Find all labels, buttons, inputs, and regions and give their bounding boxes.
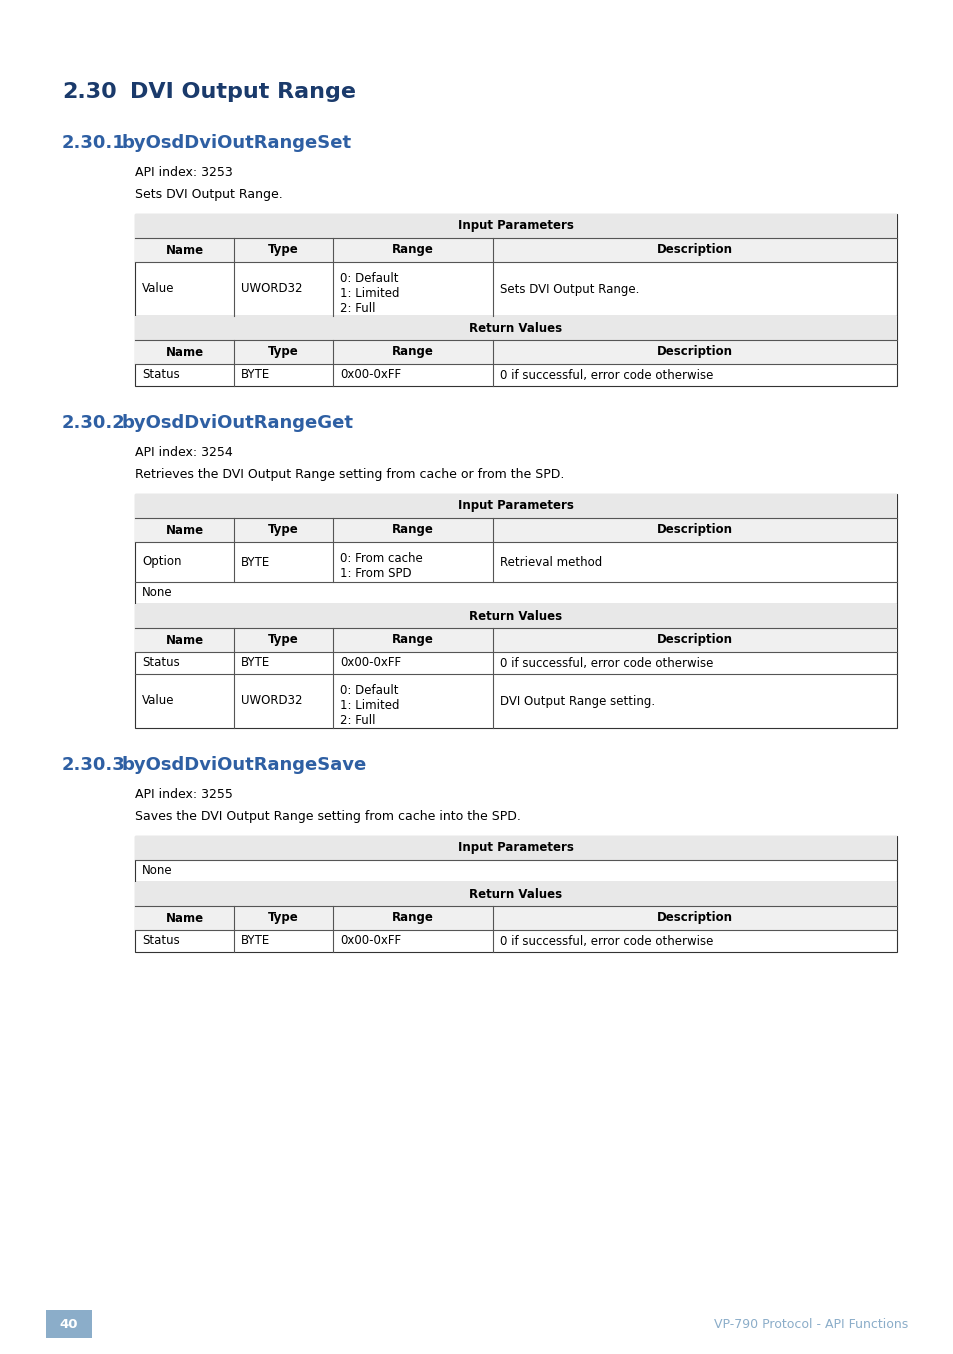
Text: Input Parameters: Input Parameters bbox=[457, 500, 574, 513]
Text: 2.30.3: 2.30.3 bbox=[62, 756, 126, 774]
Text: Type: Type bbox=[268, 345, 298, 359]
Text: API index: 3255: API index: 3255 bbox=[135, 788, 233, 802]
Text: 0 if successful, error code otherwise: 0 if successful, error code otherwise bbox=[499, 657, 713, 669]
Text: 0 if successful, error code otherwise: 0 if successful, error code otherwise bbox=[499, 368, 713, 382]
Text: API index: 3254: API index: 3254 bbox=[135, 445, 233, 459]
Text: Description: Description bbox=[657, 345, 732, 359]
Text: BYTE: BYTE bbox=[241, 657, 270, 669]
Text: Range: Range bbox=[392, 244, 434, 256]
Text: Return Values: Return Values bbox=[469, 887, 562, 900]
Text: Type: Type bbox=[268, 911, 298, 925]
Bar bbox=[135, 214, 896, 238]
Text: VP-790 Protocol - API Functions: VP-790 Protocol - API Functions bbox=[713, 1317, 907, 1331]
Text: 2.30: 2.30 bbox=[62, 83, 116, 102]
Bar bbox=[135, 494, 896, 604]
Text: Status: Status bbox=[142, 368, 179, 382]
Bar bbox=[135, 214, 896, 315]
Text: Range: Range bbox=[392, 634, 434, 646]
Text: Description: Description bbox=[657, 524, 732, 536]
Text: DVI Output Range: DVI Output Range bbox=[130, 83, 355, 102]
Text: 2.30.2: 2.30.2 bbox=[62, 414, 126, 432]
Text: Option: Option bbox=[142, 555, 181, 569]
Text: byOsdDviOutRangeSet: byOsdDviOutRangeSet bbox=[122, 134, 352, 152]
Text: 0x00-0xFF: 0x00-0xFF bbox=[340, 934, 401, 948]
Text: Value: Value bbox=[142, 695, 174, 708]
Text: Range: Range bbox=[392, 345, 434, 359]
Text: Type: Type bbox=[268, 634, 298, 646]
Bar bbox=[135, 315, 896, 340]
Bar bbox=[135, 628, 896, 653]
Text: Name: Name bbox=[165, 244, 203, 256]
Text: Range: Range bbox=[392, 524, 434, 536]
Text: Status: Status bbox=[142, 934, 179, 948]
Text: 1: Limited: 1: Limited bbox=[340, 287, 399, 301]
Bar bbox=[135, 604, 896, 728]
Text: BYTE: BYTE bbox=[241, 555, 270, 569]
Text: Input Parameters: Input Parameters bbox=[457, 841, 574, 854]
Text: 40: 40 bbox=[60, 1317, 78, 1331]
Bar bbox=[135, 315, 896, 386]
Text: 2.30.1: 2.30.1 bbox=[62, 134, 126, 152]
Bar bbox=[135, 906, 896, 930]
Text: byOsdDviOutRangeGet: byOsdDviOutRangeGet bbox=[122, 414, 354, 432]
Text: Name: Name bbox=[165, 524, 203, 536]
Text: Return Values: Return Values bbox=[469, 609, 562, 623]
Text: Name: Name bbox=[165, 345, 203, 359]
Text: Range: Range bbox=[392, 911, 434, 925]
Text: Saves the DVI Output Range setting from cache into the SPD.: Saves the DVI Output Range setting from … bbox=[135, 810, 520, 823]
Bar bbox=[135, 238, 896, 263]
Text: UWORD32: UWORD32 bbox=[241, 695, 302, 708]
Text: 0x00-0xFF: 0x00-0xFF bbox=[340, 657, 401, 669]
Bar bbox=[135, 340, 896, 364]
Text: None: None bbox=[142, 864, 172, 877]
Text: Value: Value bbox=[142, 283, 174, 295]
Text: 0: Default: 0: Default bbox=[340, 272, 398, 284]
Text: 1: From SPD: 1: From SPD bbox=[340, 567, 412, 580]
Text: Description: Description bbox=[657, 911, 732, 925]
Text: Sets DVI Output Range.: Sets DVI Output Range. bbox=[499, 283, 639, 295]
Text: None: None bbox=[142, 586, 172, 600]
Text: Return Values: Return Values bbox=[469, 321, 562, 334]
Text: DVI Output Range setting.: DVI Output Range setting. bbox=[499, 695, 655, 708]
Bar bbox=[135, 835, 896, 860]
Bar bbox=[135, 604, 896, 628]
Bar bbox=[135, 881, 896, 952]
Text: 2: Full: 2: Full bbox=[340, 302, 375, 315]
Bar bbox=[46, 1311, 91, 1338]
Text: BYTE: BYTE bbox=[241, 934, 270, 948]
Text: Type: Type bbox=[268, 524, 298, 536]
Bar bbox=[135, 494, 896, 519]
Text: UWORD32: UWORD32 bbox=[241, 283, 302, 295]
Text: 0x00-0xFF: 0x00-0xFF bbox=[340, 368, 401, 382]
Bar bbox=[135, 881, 896, 906]
Text: API index: 3253: API index: 3253 bbox=[135, 167, 233, 179]
Text: 0 if successful, error code otherwise: 0 if successful, error code otherwise bbox=[499, 934, 713, 948]
Text: Retrieves the DVI Output Range setting from cache or from the SPD.: Retrieves the DVI Output Range setting f… bbox=[135, 468, 564, 481]
Text: BYTE: BYTE bbox=[241, 368, 270, 382]
Text: Retrieval method: Retrieval method bbox=[499, 555, 601, 569]
Text: Description: Description bbox=[657, 634, 732, 646]
Bar bbox=[135, 519, 896, 542]
Text: Description: Description bbox=[657, 244, 732, 256]
Bar bbox=[135, 835, 896, 881]
Text: Name: Name bbox=[165, 634, 203, 646]
Text: Status: Status bbox=[142, 657, 179, 669]
Text: 1: Limited: 1: Limited bbox=[340, 699, 399, 712]
Text: 0: From cache: 0: From cache bbox=[340, 552, 422, 565]
Text: Sets DVI Output Range.: Sets DVI Output Range. bbox=[135, 188, 282, 200]
Text: 0: Default: 0: Default bbox=[340, 684, 398, 697]
Text: Type: Type bbox=[268, 244, 298, 256]
Text: Input Parameters: Input Parameters bbox=[457, 219, 574, 233]
Text: 2: Full: 2: Full bbox=[340, 714, 375, 727]
Text: byOsdDviOutRangeSave: byOsdDviOutRangeSave bbox=[122, 756, 367, 774]
Text: Name: Name bbox=[165, 911, 203, 925]
